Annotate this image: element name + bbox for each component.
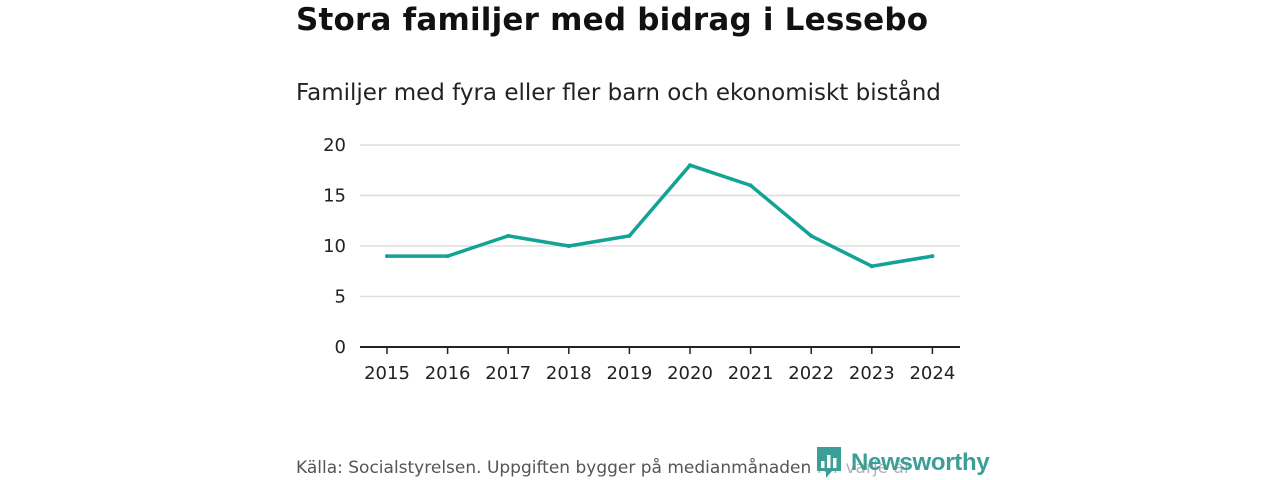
data-point-2024 (930, 254, 935, 259)
x-tick-label: 2023 (849, 363, 895, 384)
data-point-2020 (688, 163, 692, 168)
chart-title: Stora familjer med bidrag i Lessebo (296, 2, 929, 38)
x-tick-label: 2018 (546, 363, 592, 384)
y-tick-label: 15 (323, 186, 346, 207)
bar-chart-bubble-icon (817, 447, 841, 478)
gridlines (360, 144, 960, 298)
x-tick-label: 2015 (364, 363, 410, 384)
x-tick-label: 2016 (425, 363, 471, 384)
series-line-0 (385, 163, 935, 268)
y-tick-label: 5 (335, 287, 346, 308)
data-point-2021 (748, 183, 753, 188)
x-tick-label: 2017 (485, 363, 531, 384)
data-point-2015 (385, 254, 389, 259)
x-tick-label: 2019 (606, 363, 652, 384)
series (385, 163, 935, 269)
x-tick-label: 2020 (667, 363, 713, 384)
y-tick-label: 20 (323, 135, 346, 156)
brand-name: Newsworthy (851, 449, 990, 476)
data-point-2017 (506, 233, 511, 238)
data-point-2022 (809, 233, 814, 238)
x-tick-label: 2024 (909, 363, 955, 384)
source-note: Källa: Socialstyrelsen. Uppgiften bygger… (296, 458, 911, 478)
axes (360, 346, 960, 354)
x-tick-label: 2021 (728, 363, 774, 384)
x-tick-label: 2022 (788, 363, 834, 384)
data-point-2018 (566, 244, 571, 248)
data-point-2019 (627, 233, 632, 238)
y-tick-label: 0 (335, 337, 346, 358)
newsworthy-logo[interactable]: Newsworthy (815, 446, 990, 480)
data-point-2023 (869, 264, 874, 269)
y-tick-label: 10 (323, 236, 346, 257)
chart-subtitle: Familjer med fyra eller fler barn och ek… (296, 80, 941, 106)
tick-labels: 0 5 10 15 20 2015 2016 2017 2018 2019 2020 2021 2022… (323, 135, 955, 384)
line-chart: 0 5 10 15 20 2015 2016 2017 2018 2019 2020 2021 2022… (323, 135, 960, 384)
data-point-2016 (445, 254, 450, 259)
